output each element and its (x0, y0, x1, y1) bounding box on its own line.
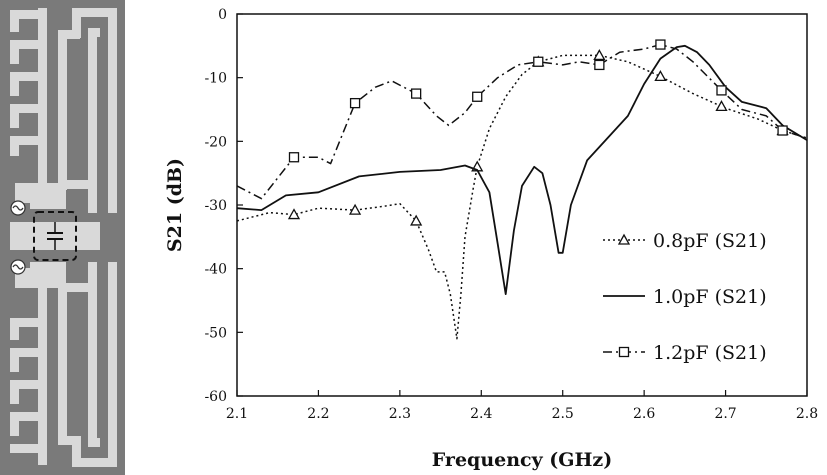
capacitor-icon (33, 211, 77, 261)
legend: 0.8pF (S21) 1.0pF (S21) 1.2pF (S21) (603, 230, 767, 364)
series-2 (236, 44, 808, 295)
series-layer (236, 39, 808, 340)
x-tick-label: 2.5 (552, 406, 574, 422)
y-tick-label: -60 (204, 389, 227, 405)
y-tick-label: -50 (204, 325, 227, 341)
legend-marker-1 (617, 233, 631, 245)
y-tick-label: 0 (218, 7, 227, 23)
s21-chart: 2.1 2.2 2.3 2.4 2.5 2.6 2.7 2.8 0 -10 -20 -30 -40 -50… (164, 7, 818, 471)
x-tick-label: 2.3 (389, 406, 411, 422)
resonator-layout-icon (0, 0, 125, 475)
series-marker-1 (715, 100, 728, 112)
plot-frame (236, 13, 808, 397)
series-marker-3 (410, 88, 422, 99)
x-tick-label: 2.1 (226, 406, 248, 422)
series-marker-3 (655, 39, 666, 50)
y-tick-label: -20 (204, 134, 227, 150)
series-marker-1 (287, 208, 301, 220)
series-line-1 (236, 54, 808, 340)
y-tick-label: -30 (204, 198, 227, 214)
x-tick-label: 2.8 (796, 406, 818, 422)
series-marker-3 (533, 56, 544, 67)
chart-axes: 2.1 2.2 2.3 2.4 2.5 2.6 2.7 2.8 0 -10 -20 -30 -40 -50… (164, 7, 818, 471)
series-marker-1 (654, 70, 667, 82)
legend-entry-3: 1.2pF (S21) (603, 342, 767, 364)
legend-entry-2: 1.0pF (S21) (603, 286, 767, 308)
x-tick-label: 2.2 (307, 406, 329, 422)
series-marker-3 (716, 85, 727, 96)
x-tick-label: 2.4 (470, 406, 492, 422)
legend-label-2: 1.0pF (S21) (653, 286, 767, 308)
lower-metal-trace (10, 262, 117, 467)
y-axis-title: S21 (dB) (164, 158, 186, 252)
series-marker-3 (777, 125, 788, 136)
legend-entry-1: 0.8pF (S21) (603, 230, 767, 252)
legend-label-1: 0.8pF (S21) (653, 230, 767, 252)
x-tick-label: 2.7 (714, 406, 736, 422)
series-line-3 (236, 43, 808, 200)
x-tick-label: 2.6 (633, 406, 655, 422)
y-tick-label: -40 (204, 262, 227, 278)
upper-metal-trace (10, 8, 117, 213)
series-marker-3 (594, 59, 605, 71)
series-line-2 (236, 44, 808, 295)
port-icon-upper (10, 200, 26, 216)
y-tick-label: -10 (204, 71, 227, 87)
series-marker-1 (593, 49, 606, 61)
series-3 (236, 39, 808, 200)
series-marker-3 (472, 91, 483, 102)
series-marker-3 (288, 152, 300, 163)
legend-label-3: 1.2pF (S21) (653, 342, 767, 364)
x-axis-title: Frequency (GHz) (432, 449, 612, 471)
series-marker-1 (410, 214, 423, 226)
series-marker-1 (348, 203, 362, 215)
series-marker-3 (349, 97, 361, 109)
port-icon-lower (10, 259, 26, 275)
legend-marker-3 (618, 346, 630, 358)
